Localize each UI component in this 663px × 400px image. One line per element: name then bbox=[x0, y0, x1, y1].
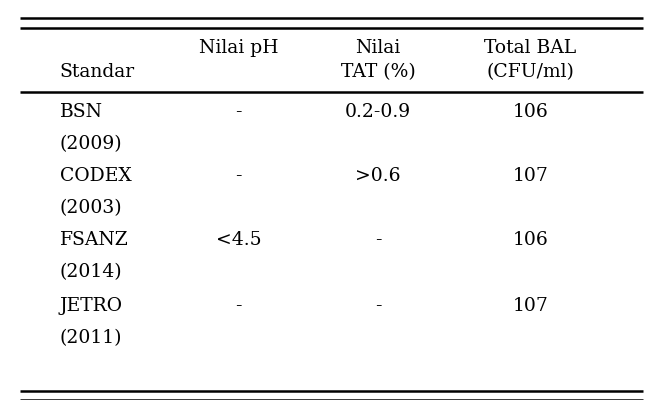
Text: >0.6: >0.6 bbox=[355, 167, 400, 185]
Text: -: - bbox=[375, 231, 381, 249]
Text: (2011): (2011) bbox=[60, 329, 122, 347]
Text: (CFU/ml): (CFU/ml) bbox=[487, 63, 574, 81]
Text: <4.5: <4.5 bbox=[216, 231, 261, 249]
Text: Total BAL: Total BAL bbox=[484, 39, 577, 57]
Text: (2014): (2014) bbox=[60, 263, 122, 281]
Text: (2009): (2009) bbox=[60, 135, 122, 153]
Text: -: - bbox=[235, 297, 242, 315]
Text: 0.2-0.9: 0.2-0.9 bbox=[345, 103, 411, 121]
Text: Nilai pH: Nilai pH bbox=[199, 39, 278, 57]
Text: -: - bbox=[235, 103, 242, 121]
Text: 107: 107 bbox=[512, 167, 548, 185]
Text: -: - bbox=[235, 167, 242, 185]
Text: CODEX: CODEX bbox=[60, 167, 131, 185]
Text: 107: 107 bbox=[512, 297, 548, 315]
Text: -: - bbox=[375, 297, 381, 315]
Text: 106: 106 bbox=[512, 231, 548, 249]
Text: 106: 106 bbox=[512, 103, 548, 121]
Text: TAT (%): TAT (%) bbox=[341, 63, 415, 81]
Text: Standar: Standar bbox=[60, 63, 135, 81]
Text: FSANZ: FSANZ bbox=[60, 231, 129, 249]
Text: Nilai: Nilai bbox=[355, 39, 400, 57]
Text: BSN: BSN bbox=[60, 103, 103, 121]
Text: (2003): (2003) bbox=[60, 199, 122, 217]
Text: JETRO: JETRO bbox=[60, 297, 123, 315]
